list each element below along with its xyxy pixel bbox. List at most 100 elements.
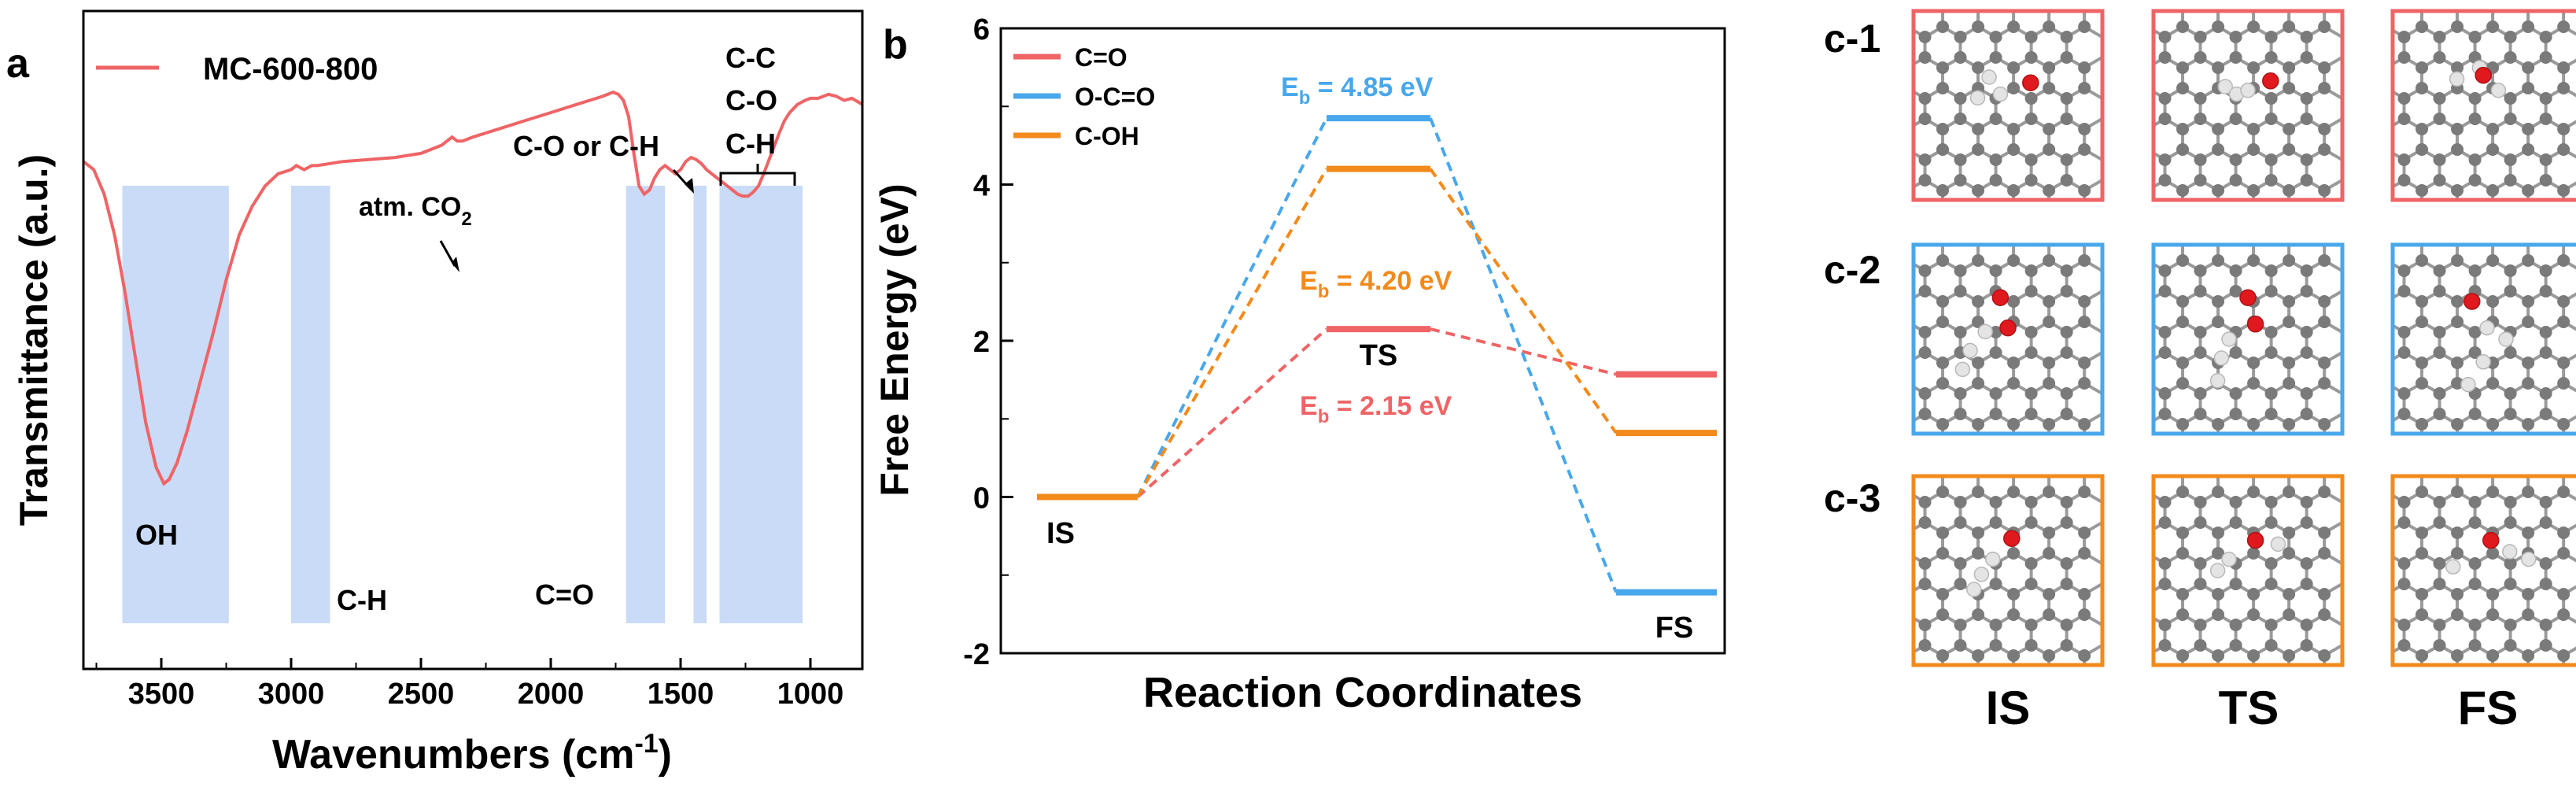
carbon-atom: [1972, 295, 1985, 308]
carbon-atom: [2318, 649, 2331, 662]
carbon-atom: [2539, 557, 2552, 570]
carbon-atom: [2415, 357, 2429, 369]
carbon-atom: [2300, 408, 2313, 420]
carbon-atom: [2194, 387, 2207, 400]
cell-border: [2151, 9, 2345, 202]
carbon-atom: [2486, 123, 2500, 135]
carbon-atom: [2433, 326, 2446, 338]
y-tick-label: -2: [963, 638, 990, 671]
carbon-atom: [1936, 123, 1950, 135]
carbon-atom: [2557, 527, 2570, 539]
carbon-atom: [2451, 588, 2464, 600]
carbon-atom: [2539, 153, 2552, 166]
cell-border: [2390, 9, 2576, 202]
lattice: [2393, 245, 2576, 434]
carbon-atom: [2007, 20, 2021, 33]
carbon-atom: [1989, 326, 2002, 338]
carbon-atom: [2522, 143, 2535, 156]
carbon-atom: [2158, 387, 2172, 400]
carbon-atom: [2522, 418, 2535, 430]
carbon-atom: [1989, 174, 2002, 187]
carbon-atom: [1954, 326, 1967, 338]
carbon-atom: [2557, 20, 2570, 33]
hydrogen-atom: [1992, 86, 2009, 102]
carbon-atom: [2247, 61, 2260, 74]
carbon-atom: [2504, 557, 2517, 570]
carbon-atom: [2300, 174, 2313, 187]
carbon-atom: [2264, 51, 2278, 64]
carbon-atom: [2176, 316, 2190, 328]
carbon-atom: [2318, 608, 2331, 621]
carbon-atom: [2024, 92, 2038, 105]
carbon-atom: [2397, 326, 2411, 338]
bracket-cc-co-ch: [719, 164, 796, 186]
carbon-atom: [2229, 285, 2242, 297]
carbon-atom: [1954, 285, 1967, 297]
hydrogen-atom: [2490, 83, 2507, 98]
carbon-atom: [1972, 316, 1985, 328]
carbon-atom: [1936, 486, 1950, 498]
carbon-atom: [2158, 264, 2172, 277]
carbon-atom: [2397, 51, 2411, 64]
carbon-atom: [2229, 346, 2242, 359]
annotation-oh: OH: [135, 519, 178, 551]
hydrogen-atom: [2240, 83, 2256, 98]
lattice: [2153, 11, 2342, 200]
carbon-atom: [2397, 346, 2411, 359]
carbon-atom: [2300, 51, 2313, 64]
carbon-atom: [2433, 153, 2446, 166]
carbon-atom: [1954, 578, 1967, 590]
carbon-atom: [2043, 143, 2056, 156]
carbon-atom: [2078, 588, 2091, 600]
oxygen-atom: [2246, 316, 2264, 333]
carbon-atom: [2194, 31, 2207, 43]
hydrogen-atom: [2209, 563, 2226, 578]
carbon-atom: [2060, 557, 2073, 570]
carbon-atom: [2451, 527, 2464, 539]
carbon-atom: [2212, 143, 2225, 156]
carbon-atom: [2212, 20, 2225, 33]
carbon-atom: [1954, 174, 1967, 187]
state-label-fs: FS: [1655, 611, 1694, 645]
carbon-atom: [2043, 649, 2056, 662]
arrow-coch-head: [685, 178, 694, 194]
carbon-atom: [1918, 51, 1932, 64]
state-label-is: IS: [1046, 517, 1075, 550]
carbon-atom: [2300, 92, 2313, 105]
hydrogen-atom: [2221, 331, 2237, 347]
carbon-atom: [1918, 174, 1932, 187]
carbon-atom: [2539, 619, 2552, 631]
carbon-atom: [2194, 264, 2207, 277]
carbon-atom: [2300, 31, 2313, 43]
carbon-atom: [1954, 557, 1967, 570]
carbon-atom: [2522, 61, 2535, 74]
carbon-atom: [1989, 387, 2002, 400]
carbon-atom: [2007, 143, 2021, 156]
row-label-c2: c-2: [1824, 248, 1880, 292]
carbon-atom: [2060, 387, 2073, 400]
carbon-atom: [2397, 387, 2411, 400]
y-tick-label: 2: [973, 326, 990, 359]
hydrogen-atom: [2460, 376, 2476, 393]
carbon-atom: [1936, 82, 1950, 94]
carbon-atom: [2283, 588, 2296, 600]
carbon-atom: [2557, 61, 2570, 74]
carbon-atom: [2468, 639, 2482, 652]
x-tick-label: 3500: [128, 678, 195, 711]
carbon-atom: [2247, 20, 2260, 33]
carbon-atom: [1918, 496, 1932, 508]
y-axis-label-a: Transmittance (a.u.): [12, 154, 56, 526]
carbon-atom: [1972, 547, 1985, 560]
carbon-atom: [2078, 295, 2091, 308]
carbon-atom: [2283, 254, 2296, 267]
carbon-atom: [2078, 184, 2091, 197]
carbon-atom: [1918, 326, 1932, 338]
carbon-atom: [1989, 264, 2002, 277]
annotation-ch-low: C-H: [337, 584, 387, 616]
carbon-atom: [1918, 557, 1932, 570]
carbon-atom: [2194, 557, 2207, 570]
carbon-atom: [2060, 174, 2073, 187]
carbon-atom: [2060, 639, 2073, 652]
carbon-atom: [1918, 153, 1932, 166]
carbon-atom: [2158, 31, 2172, 43]
